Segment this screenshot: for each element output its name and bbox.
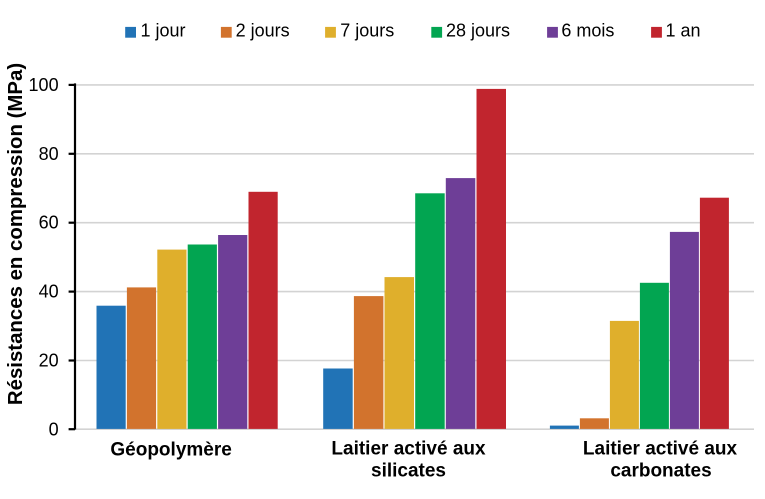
svg-text:2 jours: 2 jours: [236, 21, 290, 41]
svg-text:40: 40: [39, 282, 59, 302]
svg-text:20: 20: [39, 351, 59, 371]
svg-text:Laitier activé aux: Laitier activé aux: [583, 439, 738, 460]
svg-text:100: 100: [29, 75, 59, 95]
svg-text:80: 80: [39, 144, 59, 164]
svg-text:Géopolymère: Géopolymère: [110, 439, 231, 460]
svg-text:0: 0: [49, 419, 59, 439]
svg-text:6 mois: 6 mois: [561, 21, 614, 41]
svg-text:silicates: silicates: [371, 461, 446, 482]
svg-text:Laitier activé aux: Laitier activé aux: [331, 439, 486, 460]
svg-text:7 jours: 7 jours: [340, 21, 394, 41]
svg-text:carbonates: carbonates: [610, 461, 711, 482]
svg-text:28 jours: 28 jours: [446, 21, 510, 41]
svg-text:1 an: 1 an: [666, 21, 701, 41]
svg-text:60: 60: [39, 213, 59, 233]
svg-text:Résistances en compression (MP: Résistances en compression (MPa): [5, 63, 27, 405]
svg-text:1 jour: 1 jour: [141, 21, 186, 41]
